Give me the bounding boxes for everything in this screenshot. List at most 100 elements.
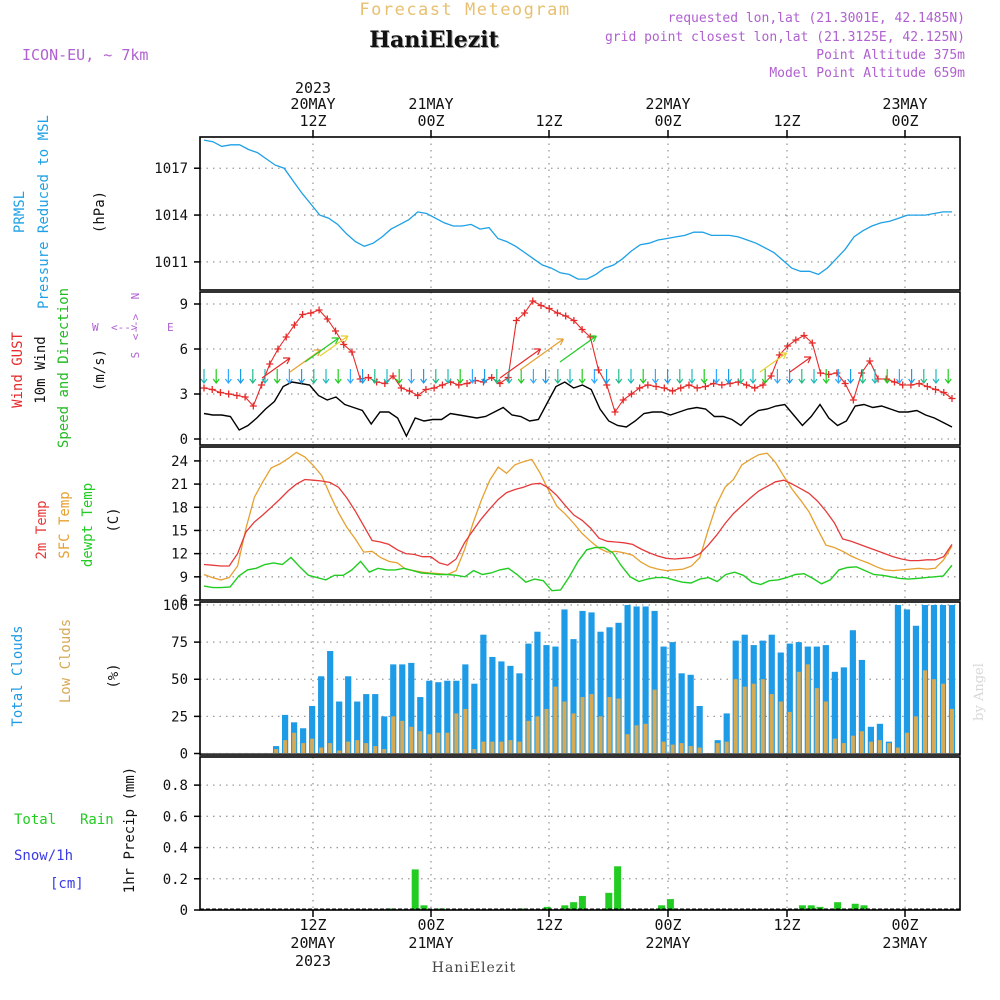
low-cloud-bar [643, 723, 648, 754]
wind-direction-arrow [420, 369, 428, 384]
gust-marker [627, 390, 635, 398]
gust-marker [808, 339, 816, 347]
wind-direction-arrow [529, 369, 537, 384]
gust-marker [282, 333, 290, 341]
total-cloud-bar [669, 642, 676, 754]
total-cloud-bar [840, 667, 847, 754]
total-cloud-bar [786, 643, 793, 754]
y-tick-label: 0.4 [163, 841, 188, 857]
wind-direction-arrow [627, 369, 635, 384]
panel-pressure: 1011 1014 1017 [154, 137, 960, 290]
low-clouds-label: Low Clouds [58, 619, 74, 703]
wind-direction-arrow [895, 369, 903, 384]
bottom-time-label: 23MAY [882, 934, 927, 952]
grid-coords: grid point closest lon,lat (21.3125E, 42… [605, 30, 965, 45]
gust-marker [578, 326, 586, 333]
wind-direction-arrow [651, 369, 659, 384]
total-cloud-bar [345, 676, 352, 754]
wind-direction-arrow [456, 369, 464, 384]
low-cloud-bar [454, 713, 459, 754]
gust-marker [274, 345, 282, 353]
compass-rose: N S W E <--> <--> [92, 293, 174, 359]
top-time-label: 2023 [295, 79, 331, 97]
gust-marker [816, 369, 824, 377]
gust-marker [660, 384, 668, 392]
total-cloud-bar [282, 714, 289, 754]
y-tick-label: 9 [180, 297, 188, 313]
gust-marker [595, 366, 603, 374]
gust-marker [200, 384, 208, 392]
low-cloud-bar [499, 741, 504, 754]
wind-direction-arrow [322, 369, 330, 384]
gust-marker [258, 381, 266, 389]
low-cloud-bar [355, 740, 360, 754]
low-cloud-bar [544, 708, 549, 754]
gust-marker [414, 392, 422, 399]
total-cloud-bar [597, 631, 604, 754]
low-cloud-bar [571, 713, 576, 754]
low-cloud-bar [940, 683, 945, 754]
gust-marker [701, 383, 709, 390]
low-cloud-bar [346, 741, 351, 754]
wind-gust-arrow [559, 335, 597, 363]
total-cloud-bar [363, 694, 370, 754]
wind-direction-arrow [468, 369, 476, 384]
low-cloud-bar [562, 701, 567, 754]
wind-gust-arrow [519, 338, 564, 371]
low-cloud-bar [688, 746, 693, 754]
wind-direction-arrow [432, 369, 440, 384]
y-tick-label: 0.8 [163, 778, 188, 794]
total-cloud-bar [894, 604, 902, 754]
wind-direction-arrow [310, 369, 318, 384]
low-cloud-bar [580, 697, 585, 754]
gust-marker [570, 317, 578, 324]
gust-marker [438, 381, 446, 389]
wind-direction-arrow [578, 369, 586, 384]
low-cloud-bar [922, 670, 927, 754]
sfc-temp-line [203, 451, 953, 581]
low-cloud-bar [292, 732, 297, 754]
low-cloud-bar [859, 731, 864, 754]
wind-direction-arrow [944, 369, 952, 384]
total-clouds-label: Total Clouds [10, 625, 26, 726]
low-cloud-bar [814, 688, 819, 754]
total-cloud-bar [408, 662, 415, 754]
gust-marker [389, 372, 397, 380]
wind-direction-arrow [346, 369, 354, 384]
bottom-time-label: 12Z [299, 916, 326, 934]
low-cloud-bar [652, 689, 657, 754]
wind-gust-arrow [759, 352, 788, 373]
low-cloud-bar [445, 732, 450, 754]
total-cloud-bar [642, 606, 649, 754]
total-cloud-bar [696, 705, 703, 754]
gust-marker [208, 386, 216, 393]
gust-marker [307, 309, 315, 317]
panel-clouds: 0 25 50 75 100 [163, 598, 960, 763]
gust-line [203, 300, 953, 414]
low-cloud-bar [778, 701, 783, 754]
wind-direction-arrow [749, 369, 757, 384]
precip-panel-labels: Total Rain Snow/1h [cm] 1hr Precip (mm) [14, 767, 138, 893]
gust-marker [422, 386, 430, 393]
gust-marker [685, 381, 693, 389]
total-cloud-bar [867, 726, 874, 754]
gust-marker [874, 375, 882, 383]
gust-marker [405, 387, 413, 395]
gust-marker [784, 342, 792, 350]
wind-direction-arrow [334, 369, 342, 384]
temp-2m-line [203, 478, 953, 567]
total-cloud-bar [327, 651, 334, 754]
gust-marker [562, 312, 570, 320]
low-cloud-bar [913, 716, 918, 754]
wind-direction-arrow [481, 369, 489, 384]
gust-marker [841, 380, 849, 387]
gust-marker [923, 383, 931, 390]
compass-south: S [129, 352, 142, 359]
gust-marker [504, 374, 512, 381]
total-cloud-bar [831, 671, 838, 754]
low-cloud-bar [904, 732, 909, 754]
gust-marker [767, 372, 775, 380]
